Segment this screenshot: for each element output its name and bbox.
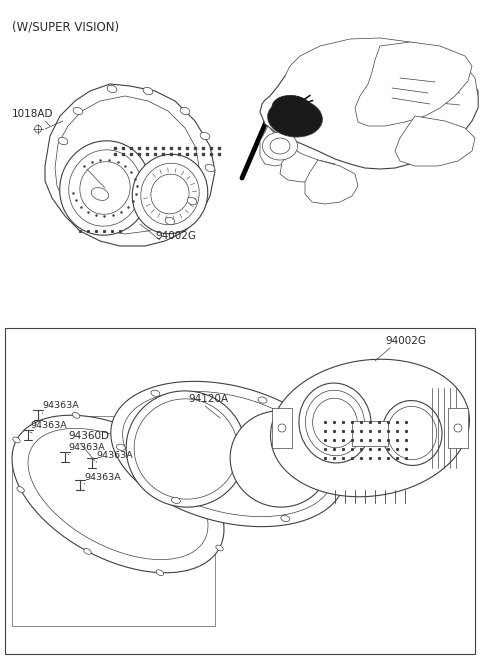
Text: 94363A: 94363A bbox=[30, 421, 67, 430]
Polygon shape bbox=[285, 38, 478, 108]
Ellipse shape bbox=[151, 174, 189, 214]
Polygon shape bbox=[272, 408, 292, 448]
Ellipse shape bbox=[208, 489, 215, 495]
Text: 94363A: 94363A bbox=[42, 401, 79, 410]
Polygon shape bbox=[55, 96, 200, 234]
Polygon shape bbox=[305, 160, 358, 204]
Ellipse shape bbox=[187, 197, 197, 205]
Text: 94363A: 94363A bbox=[68, 443, 105, 452]
Polygon shape bbox=[260, 44, 478, 169]
Ellipse shape bbox=[72, 413, 80, 419]
Text: 94363A: 94363A bbox=[84, 473, 121, 482]
Polygon shape bbox=[111, 381, 345, 527]
Ellipse shape bbox=[69, 150, 141, 226]
Polygon shape bbox=[395, 116, 475, 166]
Ellipse shape bbox=[132, 154, 208, 234]
Ellipse shape bbox=[156, 570, 164, 575]
Polygon shape bbox=[45, 84, 215, 246]
Ellipse shape bbox=[216, 545, 223, 551]
Ellipse shape bbox=[145, 434, 152, 440]
Ellipse shape bbox=[165, 217, 175, 225]
Ellipse shape bbox=[13, 437, 20, 443]
Ellipse shape bbox=[270, 138, 290, 154]
Ellipse shape bbox=[17, 487, 24, 493]
Ellipse shape bbox=[171, 497, 180, 504]
Polygon shape bbox=[355, 42, 472, 126]
Text: 94360D: 94360D bbox=[68, 431, 109, 441]
Ellipse shape bbox=[387, 406, 437, 460]
Polygon shape bbox=[280, 148, 335, 182]
Text: 94363A: 94363A bbox=[96, 451, 133, 460]
Ellipse shape bbox=[272, 95, 312, 121]
Polygon shape bbox=[260, 126, 292, 166]
Ellipse shape bbox=[382, 401, 442, 466]
Ellipse shape bbox=[60, 141, 150, 236]
Ellipse shape bbox=[454, 424, 462, 432]
Bar bbox=[5, 328, 475, 654]
Bar bbox=[352, 421, 388, 446]
Polygon shape bbox=[122, 392, 334, 516]
Polygon shape bbox=[134, 399, 238, 499]
Ellipse shape bbox=[117, 444, 125, 451]
Ellipse shape bbox=[258, 397, 267, 403]
Ellipse shape bbox=[305, 390, 365, 456]
Ellipse shape bbox=[151, 390, 160, 396]
Ellipse shape bbox=[180, 108, 190, 115]
Text: (W/SUPER VISION): (W/SUPER VISION) bbox=[12, 20, 119, 33]
Polygon shape bbox=[448, 408, 468, 448]
Polygon shape bbox=[28, 428, 208, 560]
Polygon shape bbox=[12, 415, 224, 573]
Ellipse shape bbox=[80, 161, 130, 215]
Polygon shape bbox=[230, 411, 330, 507]
Ellipse shape bbox=[205, 164, 215, 172]
Ellipse shape bbox=[312, 398, 358, 448]
Ellipse shape bbox=[58, 137, 68, 145]
Ellipse shape bbox=[91, 188, 108, 201]
Ellipse shape bbox=[35, 125, 41, 133]
Ellipse shape bbox=[278, 424, 286, 432]
Text: 94120A: 94120A bbox=[188, 394, 228, 404]
Ellipse shape bbox=[107, 85, 117, 92]
Ellipse shape bbox=[267, 99, 323, 137]
Text: 94002G: 94002G bbox=[385, 336, 426, 346]
Ellipse shape bbox=[299, 383, 371, 463]
Text: 1018AD: 1018AD bbox=[12, 109, 53, 119]
Ellipse shape bbox=[143, 87, 153, 94]
Ellipse shape bbox=[73, 108, 83, 115]
Ellipse shape bbox=[84, 548, 91, 554]
Polygon shape bbox=[126, 391, 246, 507]
Text: 94002G: 94002G bbox=[155, 231, 196, 241]
Ellipse shape bbox=[200, 133, 210, 140]
Ellipse shape bbox=[263, 132, 298, 160]
Ellipse shape bbox=[325, 446, 334, 452]
Ellipse shape bbox=[141, 163, 199, 225]
Ellipse shape bbox=[281, 516, 289, 522]
Polygon shape bbox=[271, 359, 469, 497]
